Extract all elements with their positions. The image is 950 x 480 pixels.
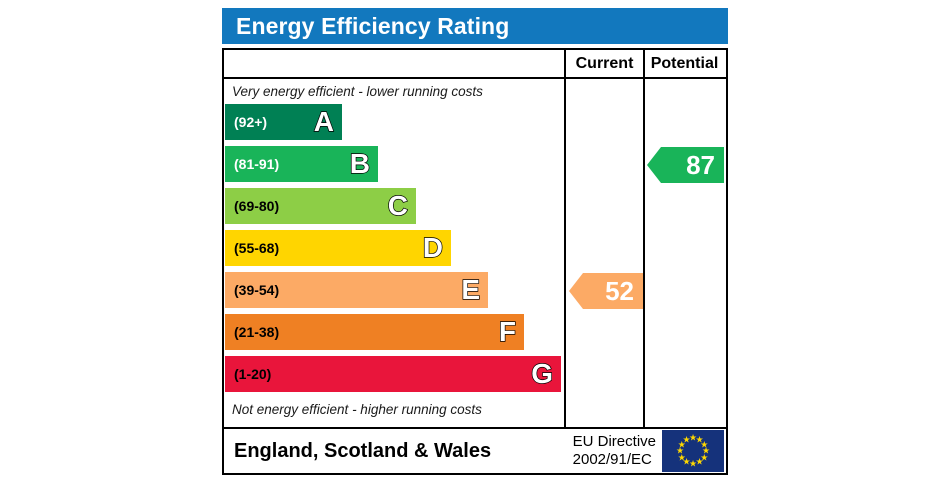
eu-flag-star: ★	[688, 458, 698, 469]
potential-rating-column: 87	[645, 79, 724, 427]
band-range-label: (69-80)	[234, 198, 280, 214]
band-range-label: (39-54)	[234, 282, 280, 298]
band-bar-g: (1-20) G	[225, 356, 561, 392]
current-rating-value: 52	[605, 276, 634, 306]
eu-flag-star: ★	[700, 452, 709, 462]
footer-directive: EU Directive 2002/91/EC	[573, 433, 662, 469]
page-title: Energy Efficiency Rating	[222, 8, 728, 44]
header-blank-cell	[224, 50, 566, 77]
table-body-row: Very energy efficient - lower running co…	[224, 79, 726, 427]
band-range-label: (92+)	[234, 114, 268, 130]
band-letter-e: E	[461, 274, 481, 305]
band-range-label: (21-38)	[234, 324, 280, 340]
band-letter-c: C	[387, 190, 409, 221]
energy-efficiency-certificate: Energy Efficiency Rating Current Potenti…	[222, 8, 728, 475]
rating-table: Current Potential Very energy efficient …	[222, 48, 728, 475]
band-range-label: (1-20)	[234, 366, 272, 382]
band-bar-f: (21-38) F	[225, 314, 524, 350]
footer-region-label: England, Scotland & Wales	[234, 439, 492, 462]
current-rating-column: 52	[566, 79, 645, 427]
eu-flag-star: ★	[695, 456, 704, 467]
potential-rating-badge: 87	[647, 147, 724, 183]
band-scale: Very energy efficient - lower running co…	[224, 79, 566, 427]
note-inefficient: Not energy efficient - higher running co…	[232, 402, 482, 417]
band-range-label: (55-68)	[234, 240, 280, 256]
eu-flag-star: ★	[695, 434, 704, 445]
band-letter-d: D	[422, 232, 444, 263]
eu-flag-star: ★	[677, 439, 686, 449]
note-efficient: Very energy efficient - lower running co…	[232, 84, 483, 99]
band-list: (92+) A (81-91) B (69-80) C (55-68) D (39-54) E (2…	[224, 104, 564, 392]
band-bar-c: (69-80) C	[225, 188, 416, 224]
eu-flag-star: ★	[701, 445, 711, 456]
eu-flag-star: ★	[677, 452, 686, 462]
footer-row: England, Scotland & Wales EU Directive 2…	[224, 427, 726, 473]
eu-flag-star: ★	[682, 456, 691, 467]
footer-directive-line1: EU Directive	[572, 433, 656, 450]
eu-flag-star: ★	[682, 434, 691, 445]
eu-flag-icon: ★ ★ ★ ★ ★ ★ ★ ★ ★ ★ ★ ★	[662, 430, 724, 472]
eu-flag-star: ★	[700, 439, 709, 449]
band-letter-f: F	[498, 316, 517, 347]
eu-flag-star: ★	[688, 432, 698, 443]
header-potential: Potential	[650, 55, 719, 72]
band-range-label: (81-91)	[234, 156, 280, 172]
band-bar-e: (39-54) E	[225, 272, 488, 308]
band-letter-b: B	[349, 148, 371, 179]
potential-rating-value: 87	[686, 150, 715, 180]
potential-arrow-shape	[647, 147, 724, 183]
band-bar-b: (81-91) B	[225, 146, 378, 182]
band-bar-a: (92+) A	[225, 104, 342, 140]
table-header-row: Current Potential	[224, 50, 726, 79]
current-rating-badge: 52	[569, 273, 643, 309]
band-bar-d: (55-68) D	[225, 230, 451, 266]
band-letter-a: A	[313, 106, 335, 137]
current-arrow-shape	[569, 273, 643, 309]
eu-flag-star: ★	[675, 445, 685, 456]
footer-directive-line2: 2002/91/EC	[572, 451, 652, 468]
band-letter-g: G	[531, 358, 554, 389]
header-current: Current	[566, 50, 645, 77]
